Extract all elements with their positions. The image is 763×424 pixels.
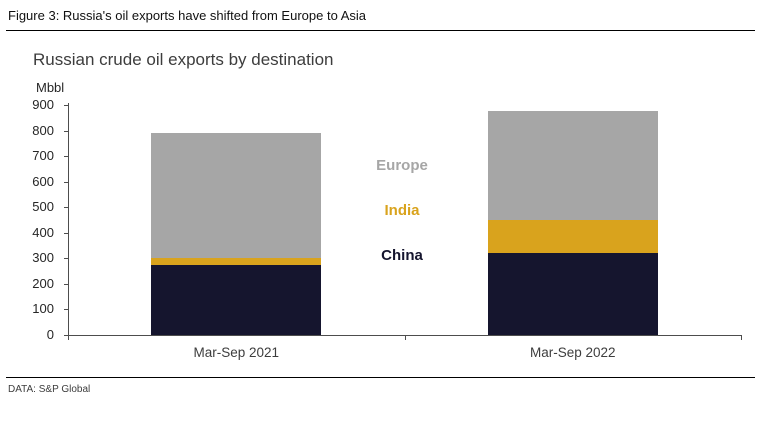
x-category-label: Mar-Sep 2021 xyxy=(193,345,280,360)
y-tick-label: 500 xyxy=(32,199,54,215)
y-tick-label: 300 xyxy=(32,250,54,266)
legend-label-china: China xyxy=(381,247,423,264)
y-tick-mark xyxy=(64,207,68,209)
y-tick-mark xyxy=(64,309,68,311)
y-tick-mark xyxy=(64,335,68,336)
y-tick-mark xyxy=(64,156,68,158)
bar-segment-china xyxy=(151,264,322,335)
bar-segment-india xyxy=(487,220,658,254)
x-category-label: Mar-Sep 2022 xyxy=(529,345,616,360)
y-tick-label: 400 xyxy=(32,224,54,240)
y-tick-label: 900 xyxy=(32,97,54,112)
y-tick-label: 700 xyxy=(32,148,54,164)
bar-segment-europe xyxy=(487,111,658,220)
top-divider xyxy=(6,30,755,31)
y-tick-label: 600 xyxy=(32,173,54,189)
y-tick-mark xyxy=(64,105,68,106)
y-tick-label: 100 xyxy=(32,301,54,317)
bar-segment-europe xyxy=(151,133,322,259)
y-axis-unit-label: Mbbl xyxy=(36,80,65,95)
legend-label-india: India xyxy=(384,202,420,219)
x-tick-mark xyxy=(68,335,69,340)
figure-caption: Figure 3: Russia's oil exports have shif… xyxy=(8,8,366,23)
y-axis-line xyxy=(68,103,69,335)
bottom-divider xyxy=(6,377,755,378)
y-tick-mark xyxy=(64,283,68,285)
y-tick-label: 800 xyxy=(32,122,54,138)
bar-segment-india xyxy=(151,258,322,265)
x-tick-mark xyxy=(404,335,406,340)
y-tick-mark xyxy=(64,232,68,234)
y-tick-label: 0 xyxy=(46,327,54,342)
y-tick-label: 200 xyxy=(32,275,54,291)
chart-title: Russian crude oil exports by destination xyxy=(33,50,334,69)
bar-segment-china xyxy=(487,253,658,335)
legend-label-europe: Europe xyxy=(376,157,428,174)
y-tick-mark xyxy=(64,258,68,260)
y-tick-mark xyxy=(64,130,68,132)
data-source: DATA: S&P Global xyxy=(8,384,91,395)
x-tick-mark xyxy=(741,335,742,340)
y-tick-mark xyxy=(64,181,68,183)
